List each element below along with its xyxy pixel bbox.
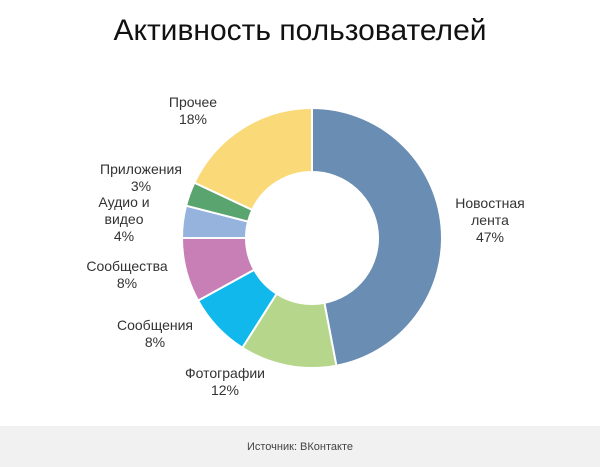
slice-label-line: 8%	[145, 334, 165, 350]
slice-label-line: 8%	[117, 275, 137, 291]
slice-label: Аудио и видео 4%	[98, 194, 149, 244]
slice-label-line: видео	[105, 211, 144, 227]
slice-label-line: Прочее	[169, 94, 217, 110]
slice-label-line: 4%	[114, 228, 134, 244]
slice-label-line: Приложения	[100, 161, 182, 177]
slice-label-line: 3%	[131, 178, 151, 194]
slice-label: Новостная лента 47%	[455, 195, 524, 245]
slice-label: Фотографии 12%	[185, 365, 265, 398]
slice-label-line: 47%	[476, 229, 504, 245]
slice-label: Прочее 18%	[169, 94, 217, 127]
donut-slice	[193, 106, 313, 212]
slice-label-line: Новостная	[455, 195, 524, 211]
slice-label-line: Фотографии	[185, 365, 265, 381]
footer: Источник: ВКонтакте	[0, 426, 600, 467]
slice-label-line: 12%	[211, 382, 239, 398]
slice-label: Сообщения 8%	[117, 317, 193, 350]
slice-label-line: Аудио и	[98, 194, 149, 210]
slice-label-line: 18%	[179, 111, 207, 127]
slice-label: Приложения 3%	[100, 161, 182, 194]
donut-slice	[311, 106, 443, 367]
slice-label-line: Сообщения	[117, 317, 193, 333]
slice-label: Сообщества 8%	[86, 258, 168, 291]
slice-label-line: Сообщества	[86, 258, 168, 274]
chart-title: Активность пользователей	[113, 14, 487, 47]
source-note: Источник: ВКонтакте	[246, 441, 353, 453]
donut-chart: Новостная лента 47%Фотографии 12%Сообщения 8…	[86, 94, 524, 398]
slice-label-line: лента	[471, 212, 509, 228]
